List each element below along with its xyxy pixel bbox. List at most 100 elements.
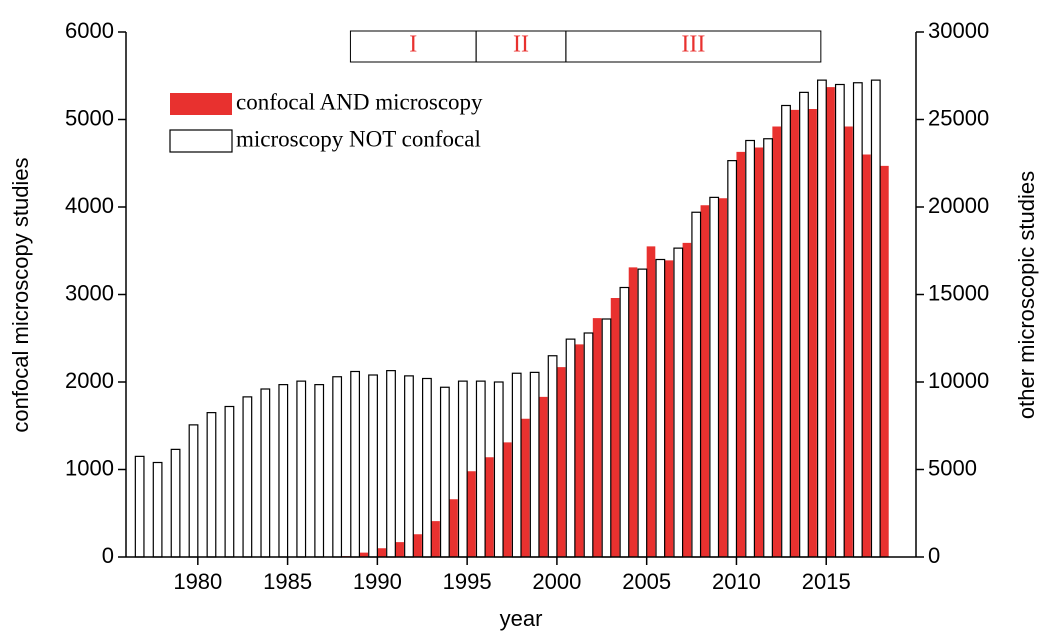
x-tick-label: 1980 [173,569,222,594]
y-tick-label: 2000 [65,368,114,393]
y2-axis-label: other microscopic studies [1014,171,1039,419]
bar [691,211,702,558]
bar [745,139,756,558]
bar [314,384,325,558]
bar [834,83,845,558]
x-tick-label: 1990 [353,569,402,594]
bar [637,268,648,558]
bar [467,471,476,557]
y-tick-label: 5000 [65,105,114,130]
legend-label: confocal AND microscopy [236,89,483,114]
bar [206,412,217,558]
y-axis-label: confocal microscopy studies [8,157,33,432]
bar [368,374,378,558]
bar [781,104,791,558]
y-tick-label: 3000 [65,280,114,305]
x-tick-label: 2005 [622,569,671,594]
bar [377,548,386,557]
bar [673,247,684,558]
x-axis-label: year [500,606,543,631]
bar [224,405,235,558]
bar [826,87,835,557]
bar [413,534,422,557]
bar [529,371,540,558]
bar [422,377,432,558]
bar [870,79,881,558]
bar [727,160,738,558]
y-tick-label: 0 [102,543,114,568]
bar [583,332,594,558]
bar [538,396,548,557]
bar [655,258,666,558]
bar [844,126,853,557]
bar [565,338,576,558]
bar [457,380,468,558]
bar [511,372,522,558]
bar [736,151,746,557]
bar [439,386,450,558]
bar [296,380,307,558]
period-label: I [409,32,417,58]
y-tick-label: 1000 [65,455,114,480]
y2-tick-label: 30000 [928,18,989,43]
bar [817,79,827,558]
x-tick-label: 1995 [443,569,492,594]
x-tick-label: 2010 [712,569,761,594]
bar [359,552,369,557]
y2-tick-label: 25000 [928,105,989,130]
bar [628,267,638,557]
y-tick-label: 6000 [65,18,114,43]
bar [556,367,566,557]
bar [619,286,630,558]
bar [592,318,602,557]
y2-tick-label: 15000 [928,280,989,305]
x-tick-label: 2015 [802,569,851,594]
legend-swatch [170,93,232,115]
bar [664,260,674,557]
legend-swatch [169,129,233,153]
bar [682,242,692,557]
bar [700,205,710,557]
bar [754,147,764,557]
bar [188,424,199,558]
bar [152,461,163,558]
x-tick-label: 1985 [263,569,312,594]
bar [852,82,863,558]
bar [601,318,612,558]
bar [799,91,809,558]
bar [134,455,145,558]
bar [350,370,361,558]
bar [772,126,781,557]
bar [503,442,512,557]
bar [260,388,271,558]
bar [278,384,289,558]
y2-tick-label: 20000 [928,193,989,218]
bar [610,298,620,557]
bar [475,380,486,558]
period-label: III [681,32,705,58]
bar [862,154,871,557]
y2-tick-label: 10000 [928,368,989,393]
bar [880,165,889,557]
y-tick-label: 4000 [65,193,114,218]
y2-tick-label: 5000 [928,455,977,480]
bar [808,109,817,557]
bar [521,418,530,557]
bar [485,457,494,557]
bar [718,198,728,557]
bar [242,396,253,558]
bar [574,344,584,557]
bar [709,196,720,558]
bar [404,375,414,558]
bar [332,376,343,558]
bar [395,542,404,557]
legend-label: microscopy NOT confocal [236,126,481,151]
bar [646,246,656,557]
bar [547,355,558,558]
bar [386,370,396,558]
bar [170,448,181,558]
y2-tick-label: 0 [928,543,940,568]
bar [763,138,773,558]
